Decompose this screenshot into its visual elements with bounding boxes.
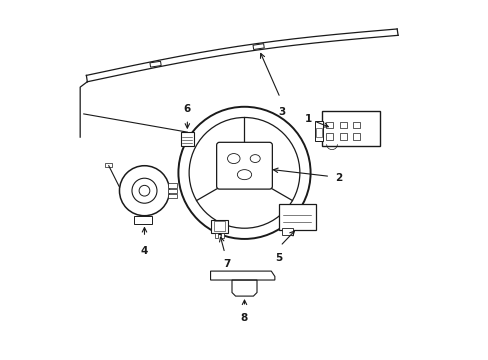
Bar [252, 44, 264, 49]
Text: 1: 1 [304, 113, 311, 123]
Ellipse shape [250, 155, 260, 162]
FancyBboxPatch shape [278, 203, 315, 230]
Text: 8: 8 [241, 313, 247, 323]
Bar [167, 189, 176, 193]
Ellipse shape [227, 154, 240, 163]
Bar [339, 122, 346, 128]
Bar [325, 122, 332, 128]
Text: 6: 6 [183, 104, 191, 114]
FancyBboxPatch shape [321, 111, 379, 146]
Text: 5: 5 [274, 253, 282, 263]
Bar [134, 216, 151, 224]
Bar [352, 122, 360, 128]
Bar [352, 133, 360, 140]
Ellipse shape [237, 170, 251, 180]
Bar [105, 163, 112, 167]
Text: 7: 7 [223, 259, 230, 269]
Text: 4: 4 [141, 246, 148, 256]
Bar [150, 61, 161, 67]
Bar [282, 228, 292, 235]
Bar [213, 221, 225, 231]
Bar [214, 233, 218, 238]
Text: 2: 2 [335, 173, 342, 183]
Bar [316, 128, 321, 137]
Bar [325, 133, 332, 140]
Bar [167, 183, 176, 188]
Bar [167, 194, 176, 198]
Bar [211, 220, 227, 233]
Bar [315, 121, 323, 141]
Bar [180, 132, 194, 146]
Text: 3: 3 [278, 107, 285, 117]
Bar [339, 133, 346, 140]
Bar [220, 233, 224, 238]
FancyBboxPatch shape [216, 142, 272, 189]
